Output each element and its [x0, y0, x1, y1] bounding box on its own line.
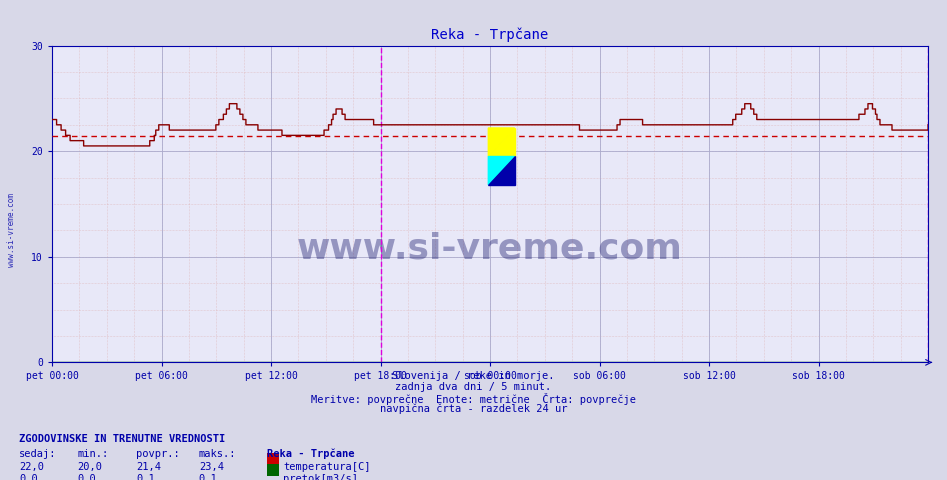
Polygon shape: [489, 156, 514, 185]
Text: 0,1: 0,1: [136, 474, 155, 480]
Text: temperatura[C]: temperatura[C]: [283, 462, 370, 472]
Polygon shape: [489, 156, 514, 185]
Text: 22,0: 22,0: [19, 462, 44, 472]
Text: sedaj:: sedaj:: [19, 449, 57, 459]
Polygon shape: [489, 128, 514, 156]
Text: 0,0: 0,0: [78, 474, 97, 480]
Text: Meritve: povprečne  Enote: metrične  Črta: povprečje: Meritve: povprečne Enote: metrične Črta:…: [311, 393, 636, 405]
Text: maks.:: maks.:: [199, 449, 237, 459]
Text: 20,0: 20,0: [78, 462, 102, 472]
Text: pretok[m3/s]: pretok[m3/s]: [283, 474, 358, 480]
Text: 0,1: 0,1: [199, 474, 218, 480]
Text: www.si-vreme.com: www.si-vreme.com: [297, 231, 683, 265]
Text: Reka - Trpčane: Reka - Trpčane: [267, 449, 354, 459]
Text: navpična črta - razdelek 24 ur: navpična črta - razdelek 24 ur: [380, 404, 567, 414]
Text: 21,4: 21,4: [136, 462, 161, 472]
Text: 0,0: 0,0: [19, 474, 38, 480]
Text: min.:: min.:: [78, 449, 109, 459]
Text: Slovenija / reke in morje.: Slovenija / reke in morje.: [392, 371, 555, 381]
Text: www.si-vreme.com: www.si-vreme.com: [7, 193, 16, 267]
Text: ZGODOVINSKE IN TRENUTNE VREDNOSTI: ZGODOVINSKE IN TRENUTNE VREDNOSTI: [19, 434, 225, 444]
Text: zadnja dva dni / 5 minut.: zadnja dva dni / 5 minut.: [396, 382, 551, 392]
Text: 23,4: 23,4: [199, 462, 223, 472]
Text: povpr.:: povpr.:: [136, 449, 180, 459]
Title: Reka - Trpčane: Reka - Trpčane: [432, 27, 548, 42]
Polygon shape: [489, 128, 514, 156]
